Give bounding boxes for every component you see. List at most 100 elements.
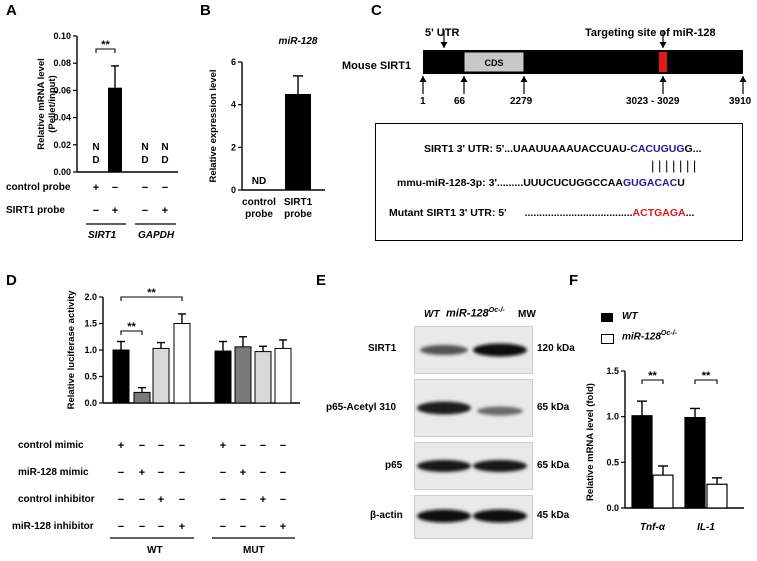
panel-d-mark: − bbox=[139, 440, 145, 452]
panel-a-sig-bracket bbox=[95, 48, 116, 53]
panel-a-y-tick-label: 0.06 bbox=[53, 85, 71, 95]
panel-d-mark: − bbox=[260, 440, 266, 452]
panel-a-letter: A bbox=[6, 2, 17, 19]
panel-a-mark: + bbox=[93, 182, 99, 194]
panel-d-mark: + bbox=[139, 467, 145, 479]
panel-d-mark: − bbox=[220, 521, 226, 533]
panel-a-mark: + bbox=[112, 205, 118, 217]
panel-a-bar-sirt1-probe bbox=[108, 87, 122, 172]
panel-d-mark: + bbox=[118, 440, 124, 452]
panel-d-mark: − bbox=[280, 440, 286, 452]
panel-a-sig-label: ** bbox=[101, 39, 110, 51]
target-site-marker bbox=[659, 52, 667, 72]
panel-b-nd: ND bbox=[252, 176, 266, 187]
panel-d-row-label-1: control mimic bbox=[18, 440, 84, 451]
panel-d-mark: − bbox=[260, 467, 266, 479]
panel-f-bar bbox=[706, 483, 728, 509]
panel-a-y-tick-label: 0.08 bbox=[53, 58, 71, 68]
panel-d-mark: + bbox=[179, 521, 185, 533]
panel-a-ylabel-1: Relative mRNA level bbox=[36, 58, 47, 150]
cds-box bbox=[463, 51, 525, 73]
panel-f-sig1-label: ** bbox=[648, 370, 657, 382]
panel-b-cat-line1: control bbox=[242, 197, 276, 208]
pos-2279-arrow-head bbox=[520, 76, 528, 82]
panel-e-mw-actin: 45 kDa bbox=[537, 510, 570, 521]
panel-b-ylabel: Relative expression level bbox=[208, 69, 219, 182]
panel-f-bar bbox=[684, 416, 706, 509]
panel-c-gene-label: Mouse SIRT1 bbox=[342, 60, 412, 72]
seq-pair-bars: | | | | | | | bbox=[651, 158, 697, 173]
panel-a-nd-d: D bbox=[92, 155, 99, 166]
panel-d-bar bbox=[133, 391, 151, 404]
panel-d-mark: − bbox=[179, 440, 185, 452]
panel-a-gene-gapdh: GAPDH bbox=[138, 230, 175, 241]
panel-f-sig2-label: ** bbox=[702, 370, 711, 382]
panel-d-bar bbox=[173, 323, 191, 404]
panel-d-letter: D bbox=[6, 272, 17, 289]
panel-f-sig1-bracket bbox=[641, 379, 664, 384]
panel-d-bar bbox=[254, 351, 272, 404]
panel-d-mark: + bbox=[158, 494, 164, 506]
panel-a-y-tick-label: 0.00 bbox=[53, 167, 71, 177]
panel-d-mark: − bbox=[139, 494, 145, 506]
panel-b-cat-line2: probe bbox=[245, 209, 273, 220]
panel-d-bar bbox=[274, 347, 292, 404]
band-sirt1-wt bbox=[420, 345, 468, 355]
panel-d-mark: + bbox=[240, 467, 246, 479]
panel-b-y-tick-label: 0 bbox=[231, 185, 236, 195]
panel-d-mark: − bbox=[118, 494, 124, 506]
pos-3023-arrow-head bbox=[659, 76, 667, 82]
panel-d-mark: − bbox=[240, 521, 246, 533]
panel-d-sig1-label: ** bbox=[127, 321, 136, 333]
panel-c-utr5-label: 5' UTR bbox=[425, 27, 460, 39]
panel-e-col-ko: miR-128Oc-/- bbox=[446, 307, 505, 320]
panel-a-nd-n: N bbox=[92, 142, 99, 153]
panel-d-mark: − bbox=[220, 494, 226, 506]
band-sirt1-ko bbox=[473, 343, 527, 357]
panel-a-y-tick-label: 0.02 bbox=[53, 140, 71, 150]
panel-d-mark: − bbox=[118, 467, 124, 479]
panel-d-bar bbox=[234, 346, 252, 404]
panel-b-letter: B bbox=[200, 2, 211, 19]
panel-b-cat-line1: SIRT1 bbox=[284, 197, 313, 208]
panel-d-sig2-bracket bbox=[120, 296, 183, 301]
panel-f-y-tick-label: 1.5 bbox=[606, 366, 619, 376]
legend-ko-label: miR-128Oc-/- bbox=[622, 330, 677, 343]
panel-d-mark: − bbox=[240, 440, 246, 452]
panel-a-mark: − bbox=[162, 182, 168, 194]
seq-sirt1-utr: SIRT1 3' UTR: 5'...UAAUUAAAUACCUAU-CACUG… bbox=[424, 143, 702, 155]
panel-b-cat-line2: probe bbox=[284, 209, 312, 220]
panel-d-mark: − bbox=[158, 521, 164, 533]
panel-a-ylabel-2: (Pellet/input) bbox=[47, 75, 58, 133]
panel-f-sig2-bracket bbox=[694, 379, 718, 384]
panel-d-bar bbox=[214, 350, 232, 404]
panel-c-letter: C bbox=[371, 2, 382, 19]
panel-f-cat-label: Tnf-α bbox=[640, 522, 666, 533]
panel-d-bar bbox=[152, 347, 170, 404]
panel-f-letter: F bbox=[569, 272, 579, 289]
legend-wt-label: WT bbox=[622, 311, 638, 322]
band-p65-wt bbox=[417, 460, 471, 472]
panel-e-letter: E bbox=[316, 272, 327, 289]
cds-label: CDS bbox=[484, 58, 503, 68]
band-p65-ko bbox=[473, 460, 527, 472]
panel-d-y-tick-label: 0.5 bbox=[84, 372, 97, 382]
panel-d-y-tick-label: 2.0 bbox=[84, 292, 97, 302]
panel-a-mark: − bbox=[142, 205, 148, 217]
panel-e-label-p65ac: p65-Acetyl 310 bbox=[326, 402, 397, 413]
panel-d-mark: − bbox=[280, 494, 286, 506]
panel-d-mark: − bbox=[139, 521, 145, 533]
panel-f-cat-label: IL-1 bbox=[697, 522, 715, 533]
legend-ko-swatch bbox=[601, 334, 614, 344]
panel-a-mark: − bbox=[112, 182, 118, 194]
panel-f-bar bbox=[631, 415, 653, 509]
panel-d-ylabel: Relative luciferase activity bbox=[66, 290, 77, 410]
panel-d-mark: − bbox=[158, 440, 164, 452]
panel-f-y-tick-label: 1.0 bbox=[606, 412, 619, 422]
panel-d-y-tick-label: 1.0 bbox=[84, 345, 97, 355]
panel-d-mark: + bbox=[220, 440, 226, 452]
utr5-arrow-head bbox=[440, 42, 448, 48]
band-actin-wt bbox=[417, 509, 471, 523]
panel-a-chart: 0.00 0.02 0.04 0.06 0.08 0.10 Relative mRNA le… bbox=[36, 31, 178, 225]
panel-d-sig1-bracket bbox=[120, 330, 143, 335]
